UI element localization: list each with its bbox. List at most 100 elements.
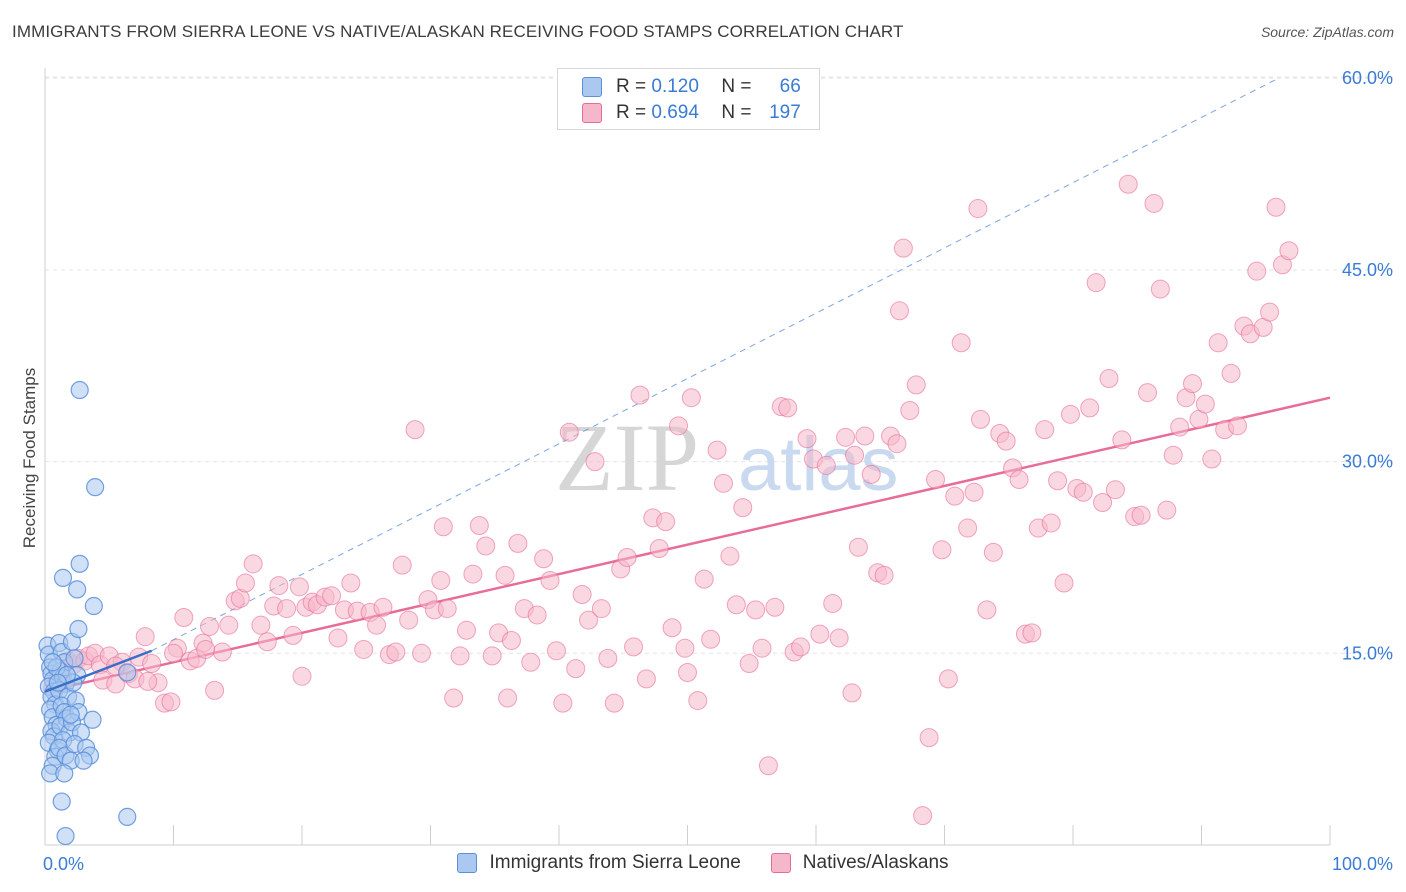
natives-alaskans-point	[444, 688, 464, 708]
natives-alaskans-point	[1073, 482, 1093, 502]
natives-alaskans-point	[1105, 480, 1125, 500]
natives-alaskans-point	[527, 605, 547, 625]
natives-alaskans-point	[386, 642, 406, 662]
natives-alaskans-point	[482, 646, 502, 666]
natives-alaskans-point	[1247, 261, 1267, 281]
natives-alaskans-point	[778, 398, 798, 418]
legend-r-value: 0.694	[651, 102, 699, 123]
natives-alaskans-point	[900, 400, 920, 420]
bottom-legend: Immigrants from Sierra Leone Natives/Ala…	[0, 852, 1406, 874]
natives-alaskans-point	[1099, 369, 1119, 389]
natives-alaskans-point	[433, 517, 453, 537]
natives-alaskans-point	[456, 620, 476, 640]
natives-alaskans-point	[752, 638, 772, 658]
natives-alaskans-point	[257, 632, 277, 652]
natives-alaskans-point	[199, 616, 219, 636]
natives-alaskans-point	[591, 599, 611, 619]
natives-alaskans-point	[688, 691, 708, 711]
natives-alaskans-point	[970, 409, 990, 429]
natives-alaskans-point	[1279, 241, 1299, 261]
natives-alaskans-point	[617, 547, 637, 567]
natives-alaskans-point	[816, 455, 836, 475]
natives-alaskans-point	[1170, 417, 1190, 437]
axes	[44, 68, 1331, 846]
sierra-leone-extrapolation-line	[151, 77, 1279, 652]
natives-alaskans-point	[498, 688, 518, 708]
natives-alaskans-point	[553, 693, 573, 713]
tick-labels: 15.0% 30.0% 45.0% 60.0% 0.0% 100.0%	[43, 68, 1393, 874]
natives-alaskans-point	[906, 375, 926, 395]
natives-alaskans-point	[675, 638, 695, 658]
natives-alaskans-point	[1131, 505, 1151, 525]
natives-alaskans-point	[142, 654, 162, 674]
natives-alaskans-point	[373, 597, 393, 617]
natives-alaskans-point	[823, 593, 843, 613]
natives-alaskans-point	[1035, 420, 1055, 440]
natives-alaskans-point	[1060, 404, 1080, 424]
natives-alaskans-point	[328, 628, 348, 648]
y-tick-label: 45.0%	[1342, 260, 1393, 280]
natives-alaskans-point	[196, 639, 216, 659]
natives-alaskans-point	[469, 516, 489, 535]
natives-alaskans-point	[289, 577, 309, 597]
natives-alaskans-point	[968, 199, 988, 219]
natives-alaskans-point	[1150, 279, 1170, 299]
natives-alaskans-point	[508, 533, 528, 553]
natives-alaskans-point	[604, 693, 624, 713]
natives-alaskans-point	[138, 671, 158, 691]
natives-alaskans-point	[1112, 430, 1132, 450]
natives-alaskans-point	[845, 445, 865, 465]
bottom-legend-label: Natives/Alaskans	[802, 852, 949, 873]
natives-alaskans-point	[996, 431, 1016, 451]
natives-alaskans-point	[649, 539, 669, 559]
natives-alaskans-point	[1093, 492, 1113, 512]
natives-alaskans-point	[810, 624, 830, 644]
natives-alaskans-point	[890, 301, 910, 321]
bottom-legend-item-sierra-leone[interactable]: Immigrants from Sierra Leone	[457, 852, 741, 874]
sierra-leone-point	[56, 826, 75, 846]
natives-alaskans-point	[243, 554, 263, 574]
sierra-leone-point	[118, 807, 137, 826]
sierra-leone-point	[68, 580, 87, 599]
natives-alaskans-point	[726, 595, 746, 615]
legend-n-value: 66	[779, 76, 801, 97]
natives-alaskans-point	[958, 518, 978, 538]
natives-alaskans-point	[476, 536, 496, 556]
y-axis-label: Receiving Food Stamps	[20, 368, 39, 548]
natives-alaskans-point	[720, 546, 740, 566]
natives-alaskans-point	[919, 728, 939, 748]
natives-alaskans-point	[630, 385, 650, 405]
legend-n-label: N =	[721, 76, 752, 97]
sierra-leone-point	[74, 751, 93, 770]
natives-alaskans-point	[1221, 363, 1241, 383]
bottom-legend-item-natives[interactable]: Natives/Alaskans	[770, 852, 949, 874]
natives-alaskans-point	[855, 426, 875, 446]
legend-r-label: R =	[616, 102, 647, 123]
natives-alaskans-point	[669, 416, 689, 436]
sierra-leone-point	[118, 663, 137, 682]
natives-alaskans-point	[322, 586, 342, 606]
natives-alaskans-point	[219, 615, 239, 635]
natives-alaskans-point	[463, 564, 483, 584]
sierra-leone-point	[52, 792, 71, 811]
natives-alaskans-point	[277, 599, 297, 619]
natives-alaskans-point	[292, 666, 312, 686]
natives-alaskans-point	[1163, 445, 1183, 465]
natives-alaskans-point	[739, 654, 759, 674]
natives-alaskans-point	[540, 570, 560, 590]
natives-alaskans-point	[1118, 174, 1138, 194]
natives-alaskans-point	[678, 662, 697, 682]
legend-r-label: R =	[616, 76, 647, 97]
x-tick-label: 100.0%	[1332, 854, 1393, 874]
natives-alaskans-point	[1022, 623, 1042, 643]
sierra-leone-trend-line	[44, 649, 153, 693]
natives-alaskans-point	[405, 420, 425, 440]
natives-alaskans-point	[1157, 500, 1177, 520]
sierra-leone-point	[69, 619, 88, 639]
natives-alaskans-point	[836, 427, 856, 447]
natives-alaskans-point	[681, 388, 701, 408]
natives-alaskans-point	[235, 573, 255, 593]
natives-alaskans-point	[161, 692, 181, 712]
natives-alaskans-point	[437, 599, 457, 619]
natives-alaskans-point	[913, 806, 933, 826]
